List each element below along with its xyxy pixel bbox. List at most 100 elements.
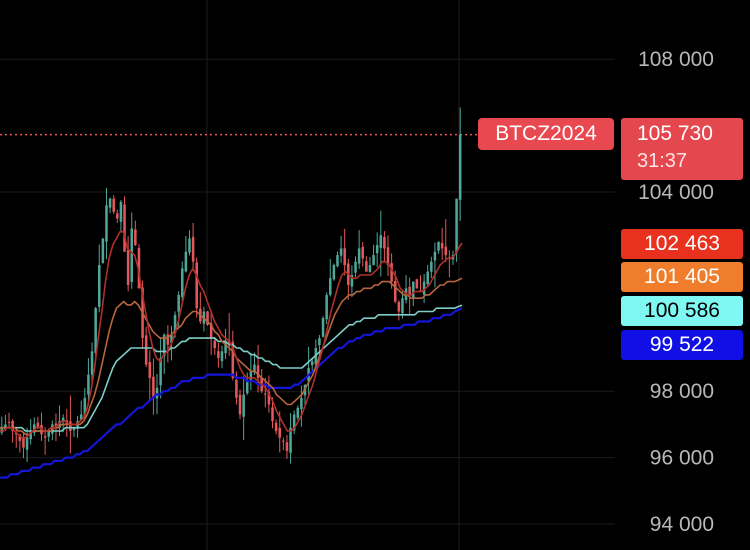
- candle-body: [339, 248, 343, 256]
- candle-body: [94, 308, 97, 353]
- candle-body: [220, 351, 224, 362]
- candle-body: [184, 251, 188, 272]
- candle-body: [328, 278, 332, 295]
- candle-body: [25, 437, 29, 450]
- candle-body: [357, 248, 361, 264]
- candle-body: [379, 235, 383, 248]
- candle-body: [455, 198, 458, 253]
- candle-body: [390, 263, 393, 282]
- candle: [274, 419, 278, 435]
- ma-value-tag-3: 99 522: [621, 330, 743, 360]
- candle: [199, 292, 202, 324]
- candle: [116, 209, 119, 223]
- candle-body: [152, 376, 155, 398]
- candle-body: [47, 431, 50, 437]
- candle: [191, 222, 195, 271]
- candle: [94, 306, 97, 360]
- candle-body: [209, 323, 213, 339]
- candle: [90, 342, 94, 385]
- candle-body: [375, 245, 379, 254]
- candle: [0, 416, 4, 435]
- ma-fast-red-line: [0, 231, 463, 439]
- ma-value-tag-0: 102 463: [621, 229, 743, 259]
- candle-body: [383, 236, 386, 249]
- last-price-value: 105 730: [637, 122, 713, 145]
- candle-body: [274, 422, 278, 432]
- candle-body: [217, 351, 220, 358]
- candle: [112, 195, 115, 215]
- ma-value-tag-2: 100 586: [621, 296, 743, 326]
- candle-body: [368, 265, 372, 273]
- candle-body: [61, 417, 65, 422]
- candle-body: [397, 301, 401, 312]
- candle-body: [296, 407, 300, 418]
- candle-body: [112, 198, 115, 212]
- candle-body: [437, 241, 440, 251]
- candle-body: [134, 229, 137, 246]
- candle: [444, 219, 448, 263]
- candle: [285, 434, 289, 459]
- candle: [300, 385, 303, 427]
- y-tick-label-2: 98 000: [650, 380, 714, 403]
- candle: [40, 412, 43, 441]
- candle-countdown: 31:37: [637, 150, 688, 172]
- candle-body: [144, 335, 148, 365]
- candle-body: [119, 201, 123, 222]
- candle-body: [289, 427, 292, 453]
- candle: [354, 256, 357, 278]
- candle-body: [292, 414, 296, 431]
- candle: [152, 358, 155, 415]
- candle: [401, 290, 404, 319]
- candle-body: [264, 393, 267, 395]
- candle: [72, 427, 76, 437]
- candle-body: [365, 261, 368, 272]
- candle: [365, 256, 368, 272]
- candle-body: [11, 420, 14, 432]
- candle-body: [350, 275, 354, 287]
- candle-body: [159, 358, 162, 386]
- candle-body: [36, 422, 40, 428]
- last-price-tag: 105 730 31:37: [621, 118, 743, 180]
- candle-body: [224, 341, 227, 354]
- candle: [404, 275, 408, 304]
- candle-body: [282, 440, 285, 442]
- candle-body: [22, 437, 25, 448]
- candle-body: [170, 334, 173, 343]
- candle: [433, 242, 437, 288]
- candle-body: [386, 247, 390, 266]
- candle-body: [213, 340, 217, 349]
- candle-body: [422, 281, 426, 295]
- candle-body: [43, 436, 47, 438]
- candle-body: [206, 311, 209, 325]
- candle: [440, 227, 444, 261]
- candle-body: [245, 381, 249, 394]
- candle: [166, 325, 170, 363]
- candle: [350, 265, 354, 297]
- candle: [195, 257, 198, 318]
- candle: [347, 258, 350, 300]
- candle-body: [278, 427, 281, 438]
- candle-body: [87, 374, 90, 395]
- candle-body: [440, 242, 444, 249]
- candle: [332, 263, 336, 281]
- candle-body: [235, 379, 238, 398]
- candle: [386, 235, 390, 276]
- candle-body: [354, 261, 357, 273]
- candle: [33, 417, 36, 437]
- candle: [368, 256, 372, 273]
- candle: [238, 389, 242, 420]
- candle-body: [372, 255, 375, 266]
- ma-mid-orange-line: [0, 277, 463, 436]
- candle-body: [253, 364, 256, 373]
- candle: [357, 230, 361, 269]
- candle-body: [242, 394, 245, 417]
- candle: [336, 251, 339, 268]
- candle: [108, 197, 112, 214]
- candle: [339, 235, 343, 263]
- candle: [458, 107, 462, 221]
- candle: [7, 412, 11, 429]
- candle-body: [101, 238, 105, 263]
- candle: [310, 358, 314, 371]
- candle: [397, 300, 401, 321]
